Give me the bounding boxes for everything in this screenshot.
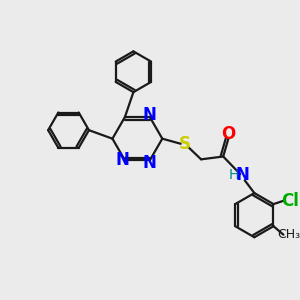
Text: O: O	[221, 125, 236, 143]
Text: H: H	[229, 169, 239, 182]
Text: N: N	[236, 167, 249, 184]
Text: Cl: Cl	[282, 192, 299, 210]
Text: N: N	[116, 151, 130, 169]
Text: S: S	[179, 135, 191, 153]
Text: N: N	[143, 154, 157, 172]
Text: N: N	[143, 106, 157, 124]
Text: CH₃: CH₃	[277, 228, 300, 241]
